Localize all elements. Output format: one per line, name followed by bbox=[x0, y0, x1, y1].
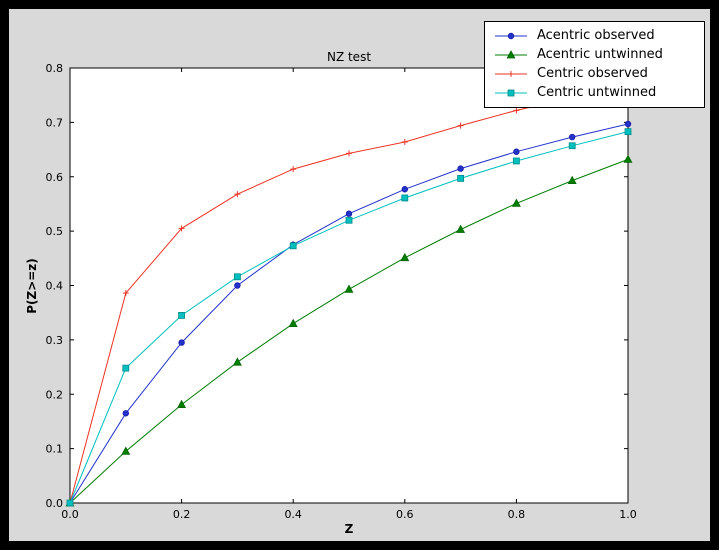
y-tick-label: 0.6 bbox=[46, 171, 64, 184]
marker-triangle bbox=[121, 446, 131, 455]
legend-swatch-plus-icon bbox=[495, 71, 527, 77]
legend-label: Centric untwinned bbox=[537, 85, 657, 100]
marker-square bbox=[512, 157, 520, 165]
x-tick-label: 0.4 bbox=[284, 508, 302, 521]
marker-circle bbox=[513, 148, 520, 155]
marker-triangle bbox=[623, 154, 633, 163]
y-tick-label: 0.8 bbox=[46, 62, 64, 75]
marker-triangle bbox=[456, 224, 466, 233]
marker-square bbox=[507, 89, 515, 97]
marker-circle bbox=[401, 186, 408, 193]
marker-circle bbox=[457, 165, 464, 172]
y-tick-label: 0.5 bbox=[46, 225, 64, 238]
marker-circle bbox=[122, 410, 129, 417]
marker-square bbox=[401, 194, 409, 202]
marker-circle bbox=[178, 339, 185, 346]
marker-triangle bbox=[511, 198, 521, 207]
legend: Acentric observed Acentric untwinned Centr… bbox=[484, 21, 705, 108]
x-tick-label: 0.6 bbox=[396, 508, 414, 521]
marker-square bbox=[457, 174, 465, 182]
y-tick-label: 0.1 bbox=[46, 443, 64, 456]
marker-square bbox=[122, 364, 130, 372]
x-tick-label: 1.0 bbox=[619, 508, 637, 521]
marker-triangle bbox=[288, 318, 298, 327]
marker-triangle bbox=[567, 175, 577, 184]
marker-square bbox=[289, 242, 297, 250]
marker-square bbox=[568, 142, 576, 150]
marker-circle bbox=[507, 32, 515, 40]
marker-circle bbox=[624, 120, 632, 128]
y-tick-label: 0.0 bbox=[46, 497, 64, 510]
legend-swatch-triangle-icon bbox=[495, 50, 527, 59]
marker-triangle bbox=[506, 50, 516, 59]
marker-triangle bbox=[177, 399, 187, 408]
marker-square bbox=[624, 128, 632, 136]
legend-swatch-circle-icon bbox=[495, 32, 527, 40]
y-axis-label-wrap: P(Z>=z) bbox=[17, 68, 47, 503]
nz-plot: 0.0 0.2 0.4 0.6 0.8 1.0 0.0 0.1 0.2 0.3 0.4 0.5 0.6 0… bbox=[46, 62, 637, 521]
legend-entry-1: Acentric untwinned bbox=[494, 48, 692, 62]
legend-entry-2: Centric observed bbox=[494, 67, 692, 81]
legend-swatch-square-icon bbox=[495, 89, 527, 97]
x-axis-label: Z bbox=[344, 522, 354, 536]
marker-triangle bbox=[232, 357, 242, 366]
chart-title: NZ test bbox=[326, 50, 372, 64]
y-axis-label: P(Z>=z) bbox=[25, 257, 39, 314]
x-tick-label: 0.8 bbox=[508, 508, 526, 521]
x-tick-label: 0.2 bbox=[173, 508, 191, 521]
marker-circle bbox=[234, 282, 241, 289]
legend-label: Acentric untwinned bbox=[537, 47, 663, 62]
legend-entry-0: Acentric observed bbox=[494, 29, 692, 43]
marker-square bbox=[178, 312, 186, 319]
marker-square bbox=[345, 216, 353, 224]
marker-triangle bbox=[344, 284, 354, 293]
x-tick-label: 0.0 bbox=[61, 508, 79, 521]
legend-label: Acentric observed bbox=[537, 28, 655, 43]
y-tick-label: 0.7 bbox=[46, 116, 64, 129]
legend-entry-3: Centric untwinned bbox=[494, 86, 692, 100]
legend-label: Centric observed bbox=[537, 66, 648, 81]
figure-canvas: 0.0 0.2 0.4 0.6 0.8 1.0 0.0 0.1 0.2 0.3 0.4 0.5 0.6 0… bbox=[9, 9, 710, 541]
marker-circle bbox=[345, 210, 353, 217]
marker-square bbox=[233, 273, 241, 281]
series-3 bbox=[66, 128, 632, 507]
marker-square bbox=[66, 499, 74, 507]
y-tick-label: 0.4 bbox=[46, 280, 64, 293]
y-tick-label: 0.2 bbox=[46, 388, 64, 401]
marker-triangle bbox=[400, 252, 410, 262]
marker-circle bbox=[569, 133, 576, 141]
y-tick-label: 0.3 bbox=[46, 334, 64, 347]
